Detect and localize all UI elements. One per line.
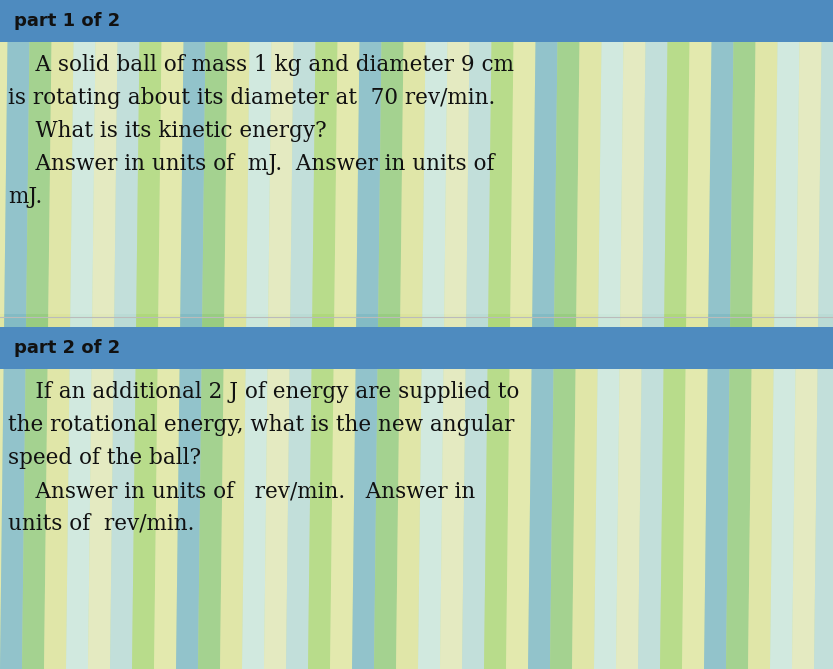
Bar (0, 42, 833, 314)
Polygon shape (0, 0, 30, 669)
Polygon shape (88, 0, 118, 669)
Text: If an additional 2 J of energy are supplied to: If an additional 2 J of energy are suppl… (8, 381, 519, 403)
Polygon shape (220, 0, 250, 669)
Bar (0, 369, 833, 669)
Text: A solid ball of mass 1 kg and diameter 9 cm: A solid ball of mass 1 kg and diameter 9… (8, 54, 514, 76)
Polygon shape (528, 0, 558, 669)
Polygon shape (22, 0, 52, 669)
Polygon shape (286, 0, 316, 669)
Polygon shape (660, 0, 690, 669)
Text: part 1 of 2: part 1 of 2 (14, 12, 120, 30)
Polygon shape (572, 0, 602, 669)
Polygon shape (550, 0, 580, 669)
Bar (0, 327, 833, 369)
Polygon shape (704, 0, 734, 669)
Polygon shape (198, 0, 228, 669)
Polygon shape (682, 0, 712, 669)
Text: speed of the ball?: speed of the ball? (8, 447, 201, 469)
Polygon shape (814, 0, 833, 669)
Polygon shape (770, 0, 800, 669)
Polygon shape (110, 0, 140, 669)
Text: Answer in units of   rev/min.   Answer in: Answer in units of rev/min. Answer in (8, 480, 476, 502)
Bar (0, 0, 833, 42)
Text: What is its kinetic energy?: What is its kinetic energy? (8, 120, 327, 142)
Polygon shape (154, 0, 184, 669)
Text: the rotational energy, what is the new angular: the rotational energy, what is the new a… (8, 414, 514, 436)
Polygon shape (506, 0, 536, 669)
Polygon shape (0, 0, 8, 669)
Polygon shape (638, 0, 668, 669)
Polygon shape (132, 0, 162, 669)
Polygon shape (748, 0, 778, 669)
Polygon shape (616, 0, 646, 669)
Polygon shape (352, 0, 382, 669)
Text: is rotating about its diameter at  70 rev/min.: is rotating about its diameter at 70 rev… (8, 87, 496, 109)
Polygon shape (44, 0, 74, 669)
Polygon shape (484, 0, 514, 669)
Polygon shape (396, 0, 426, 669)
Polygon shape (462, 0, 492, 669)
Polygon shape (330, 0, 360, 669)
Polygon shape (66, 0, 96, 669)
Polygon shape (418, 0, 448, 669)
Polygon shape (242, 0, 272, 669)
Text: mJ.: mJ. (8, 186, 42, 208)
Text: units of  rev/min.: units of rev/min. (8, 513, 194, 535)
Polygon shape (176, 0, 206, 669)
Polygon shape (792, 0, 822, 669)
Polygon shape (440, 0, 470, 669)
Polygon shape (726, 0, 756, 669)
Polygon shape (264, 0, 294, 669)
Text: part 2 of 2: part 2 of 2 (14, 339, 120, 357)
Text: Answer in units of  mJ.  Answer in units of: Answer in units of mJ. Answer in units o… (8, 153, 495, 175)
Polygon shape (374, 0, 404, 669)
Polygon shape (594, 0, 624, 669)
Polygon shape (308, 0, 338, 669)
